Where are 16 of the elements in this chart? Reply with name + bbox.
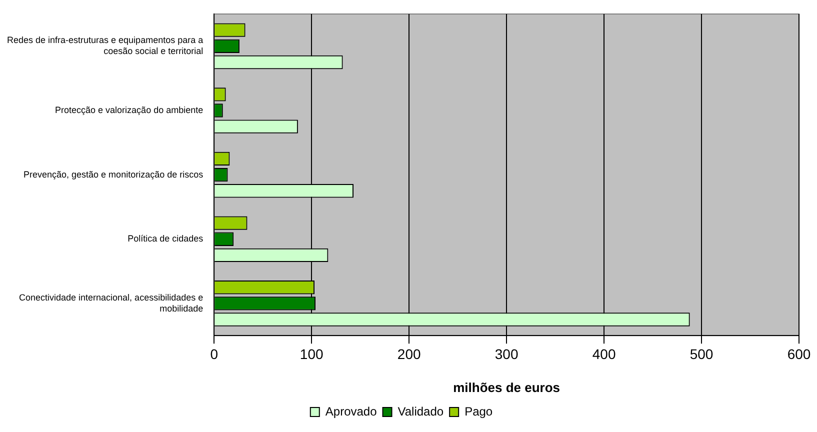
x-tick-label: 200 (397, 346, 421, 362)
x-axis-title: milhões de euros (453, 380, 560, 395)
y-tick-label: Conectividade internacional, acessibilidades e mobilidade (18, 292, 204, 314)
x-tick-label: 300 (494, 346, 518, 362)
y-tick-label: Redes de infra-estruturas e equipamentos para a coesão social e territorial (6, 35, 204, 56)
legend-label: Aprovado (325, 404, 378, 418)
legend-label: Validado (398, 404, 444, 418)
y-tick-label: Prevenção, gestão e monitorização de riscos (24, 169, 204, 180)
x-tick-label: 500 (690, 346, 714, 362)
legend-label: Pago (464, 404, 493, 418)
x-tick-label: 100 (300, 346, 324, 362)
x-tick-label: 0 (210, 346, 218, 362)
y-tick-label: Protecção e valorização do ambiente (55, 104, 204, 115)
y-tick-label: Política de cidades (128, 234, 204, 244)
x-tick-label: 400 (592, 346, 616, 362)
x-tick-label: 600 (787, 346, 811, 362)
